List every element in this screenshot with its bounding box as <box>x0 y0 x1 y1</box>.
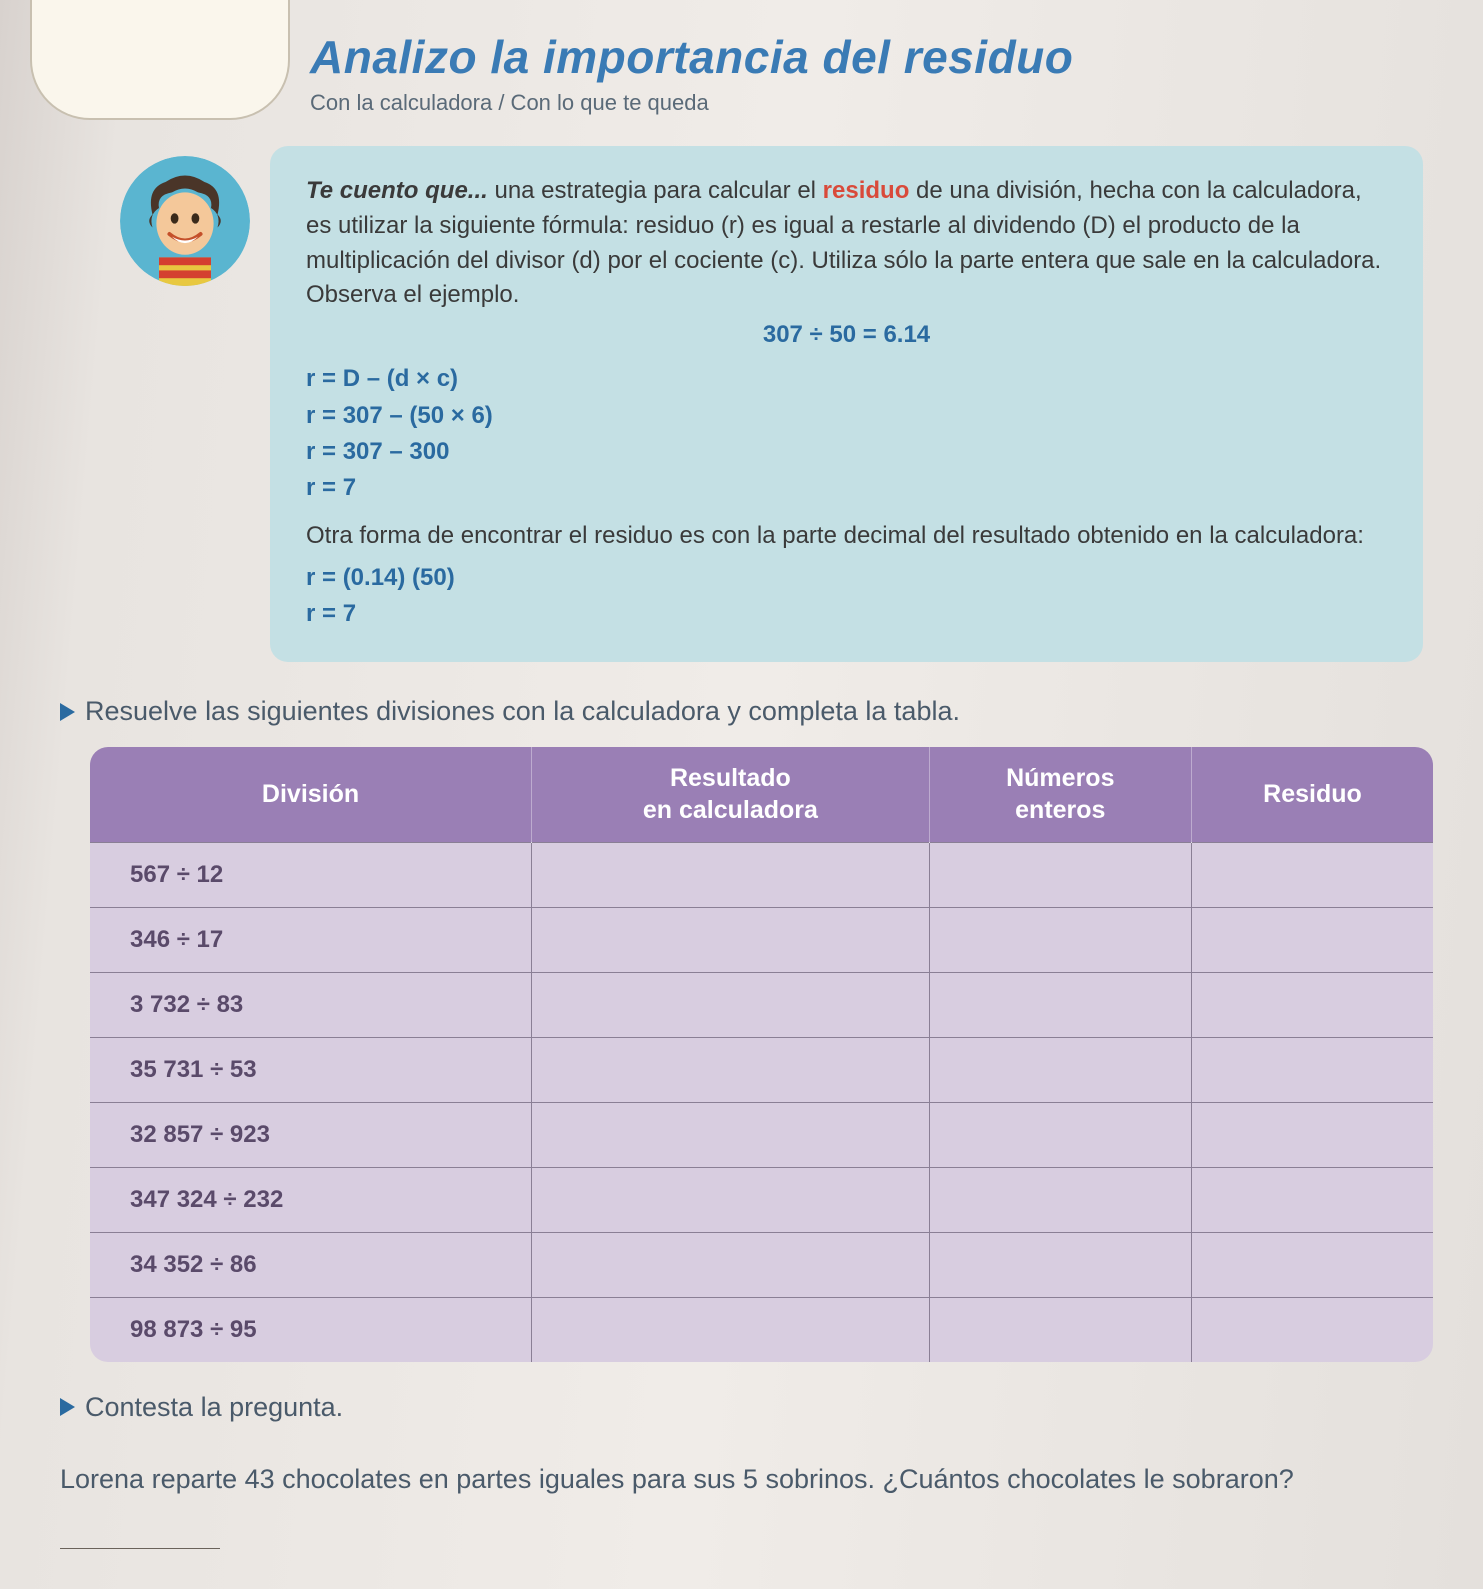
info-body1a: una estrategia para calcular el <box>488 177 823 204</box>
empty-cell <box>532 1037 930 1102</box>
page-thumb-notch <box>30 0 290 120</box>
division-cell: 35 731 ÷ 53 <box>90 1037 532 1102</box>
table-row: 34 352 ÷ 86 <box>90 1232 1433 1297</box>
table-row: 35 731 ÷ 53 <box>90 1037 1433 1102</box>
example-division: 307 ÷ 50 = 6.14 <box>306 321 1387 349</box>
division-cell: 3 732 ÷ 83 <box>90 972 532 1037</box>
division-table: División Resultadoen calculadora Números… <box>90 747 1433 1362</box>
table-row: 98 873 ÷ 95 <box>90 1297 1433 1362</box>
col-division: División <box>90 747 532 842</box>
formula-line: r = 307 – (50 × 6) <box>306 402 493 429</box>
empty-cell <box>1191 1037 1433 1102</box>
residuo-word: residuo <box>823 177 910 204</box>
empty-cell <box>1191 1102 1433 1167</box>
empty-cell <box>929 842 1191 907</box>
info-paragraph-1: Te cuento que... una estrategia para cal… <box>306 174 1387 313</box>
instruction-2-text: Contesta la pregunta. <box>85 1392 343 1423</box>
table-row: 3 732 ÷ 83 <box>90 972 1433 1037</box>
division-cell: 347 324 ÷ 232 <box>90 1167 532 1232</box>
empty-cell <box>532 842 930 907</box>
empty-cell <box>1191 1232 1433 1297</box>
division-cell: 346 ÷ 17 <box>90 907 532 972</box>
child-avatar <box>120 156 250 286</box>
instruction-1-text: Resuelve las siguientes divisiones con l… <box>85 696 960 727</box>
empty-cell <box>1191 972 1433 1037</box>
empty-cell <box>1191 907 1433 972</box>
empty-cell <box>929 907 1191 972</box>
empty-cell <box>929 1037 1191 1102</box>
empty-cell <box>929 972 1191 1037</box>
col-residuo: Residuo <box>1191 747 1433 842</box>
empty-cell <box>929 1102 1191 1167</box>
table-body: 567 ÷ 12 346 ÷ 17 3 732 ÷ 83 35 731 ÷ 53… <box>90 842 1433 1362</box>
info-box: Te cuento que... una estrategia para cal… <box>270 146 1423 662</box>
info-paragraph-2: Otra forma de encontrar el residuo es co… <box>306 519 1387 554</box>
empty-cell <box>532 1297 930 1362</box>
table-header-row: División Resultadoen calculadora Números… <box>90 747 1433 842</box>
empty-cell <box>532 972 930 1037</box>
instruction-2: Contesta la pregunta. <box>60 1392 1443 1423</box>
table-row: 346 ÷ 17 <box>90 907 1433 972</box>
division-cell: 32 857 ÷ 923 <box>90 1102 532 1167</box>
division-cell: 567 ÷ 12 <box>90 842 532 907</box>
page-subtitle: Con la calculadora / Con lo que te queda <box>310 90 1443 116</box>
formula-line: r = D – (d × c) <box>306 365 458 392</box>
table-row: 347 324 ÷ 232 <box>90 1167 1433 1232</box>
child-avatar-icon <box>120 156 250 286</box>
word-problem: Lorena reparte 43 chocolates en partes i… <box>60 1457 1443 1549</box>
formula-line: r = 7 <box>306 474 356 501</box>
table-row: 32 857 ÷ 923 <box>90 1102 1433 1167</box>
page-title: Analizo la importancia del residuo <box>310 30 1443 84</box>
table-row: 567 ÷ 12 <box>90 842 1433 907</box>
title-area: Analizo la importancia del residuo Con l… <box>310 30 1443 116</box>
col-resultado: Resultadoen calculadora <box>532 747 930 842</box>
formula-block-1: r = D – (d × c) r = 307 – (50 × 6) r = 3… <box>306 363 1387 505</box>
division-cell: 34 352 ÷ 86 <box>90 1232 532 1297</box>
empty-cell <box>1191 1167 1433 1232</box>
division-cell: 98 873 ÷ 95 <box>90 1297 532 1362</box>
triangle-bullet-icon <box>60 1398 75 1416</box>
instruction-1: Resuelve las siguientes divisiones con l… <box>60 696 1443 727</box>
answer-blank <box>60 1516 220 1548</box>
formula-line: r = (0.14) (50) <box>306 564 455 591</box>
empty-cell <box>1191 842 1433 907</box>
empty-cell <box>532 1232 930 1297</box>
empty-cell <box>1191 1297 1433 1362</box>
formula-line: r = 307 – 300 <box>306 438 449 465</box>
empty-cell <box>929 1232 1191 1297</box>
empty-cell <box>929 1297 1191 1362</box>
info-lead: Te cuento que... <box>306 177 488 204</box>
formula-line: r = 7 <box>306 600 356 627</box>
col-enteros: Númerosenteros <box>929 747 1191 842</box>
triangle-bullet-icon <box>60 703 75 721</box>
empty-cell <box>532 907 930 972</box>
formula-block-2: r = (0.14) (50) r = 7 <box>306 562 1387 631</box>
empty-cell <box>929 1167 1191 1232</box>
empty-cell <box>532 1102 930 1167</box>
empty-cell <box>532 1167 930 1232</box>
textbook-page: Analizo la importancia del residuo Con l… <box>0 0 1483 1589</box>
question-text: Lorena reparte 43 chocolates en partes i… <box>60 1464 1294 1494</box>
